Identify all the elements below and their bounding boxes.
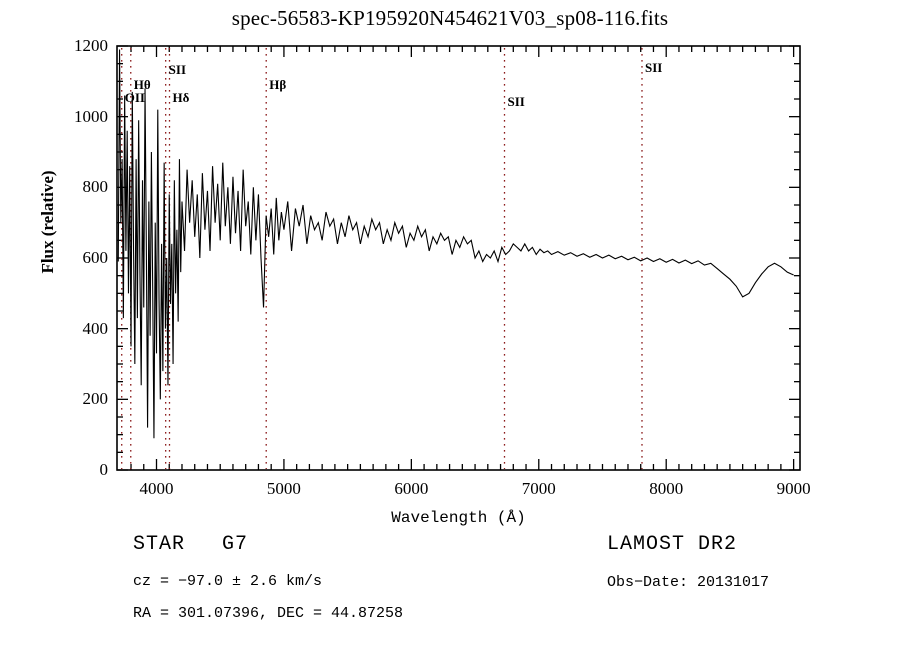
plot-frame	[116, 45, 801, 471]
y-tick-label: 1000	[74, 106, 108, 126]
x-tick-label: 5000	[266, 479, 301, 498]
x-tick-label: 4000	[139, 479, 174, 498]
x-tick-label: 6000	[394, 479, 429, 498]
y-tick-label: 0	[99, 460, 109, 479]
spectral-class-label: G7	[222, 533, 249, 556]
coordinates-label: RA = 301.07396, DEC = 44.87258	[133, 605, 404, 622]
x-tick-label: 7000	[521, 479, 556, 498]
object-type-label: STAR	[133, 533, 186, 556]
x-axis-title: Wavelength (Å)	[391, 509, 526, 527]
y-tick-label: 1200	[74, 36, 108, 55]
y-tick-label: 600	[82, 248, 109, 267]
spectral-line-label: OII	[124, 90, 145, 105]
spectrum-trace	[117, 49, 794, 439]
cz-label: cz = −97.0 ± 2.6 km/s	[133, 573, 323, 590]
spectral-line-label: Hδ	[172, 90, 190, 105]
spectral-line-label: SII	[507, 94, 525, 109]
spectral-line-label: SII	[644, 60, 663, 75]
y-tick-label: 400	[82, 318, 109, 338]
obs-date-label: Obs−Date: 20131017	[607, 574, 770, 591]
y-axis-title: Flux (relative)	[38, 170, 57, 274]
y-tick-label: 200	[82, 389, 109, 409]
survey-label: LAMOST DR2	[607, 533, 738, 556]
y-tick-label: 800	[82, 177, 109, 197]
spectral-line-label: Hθ	[133, 77, 151, 92]
spectral-line-label: SII	[168, 62, 187, 77]
x-tick-label: 9000	[776, 479, 811, 498]
spectral-line-label: Hβ	[269, 77, 287, 92]
page-title: spec-56583-KP195920N454621V03_sp08-116.f…	[231, 6, 669, 30]
x-tick-label: 8000	[649, 479, 684, 498]
